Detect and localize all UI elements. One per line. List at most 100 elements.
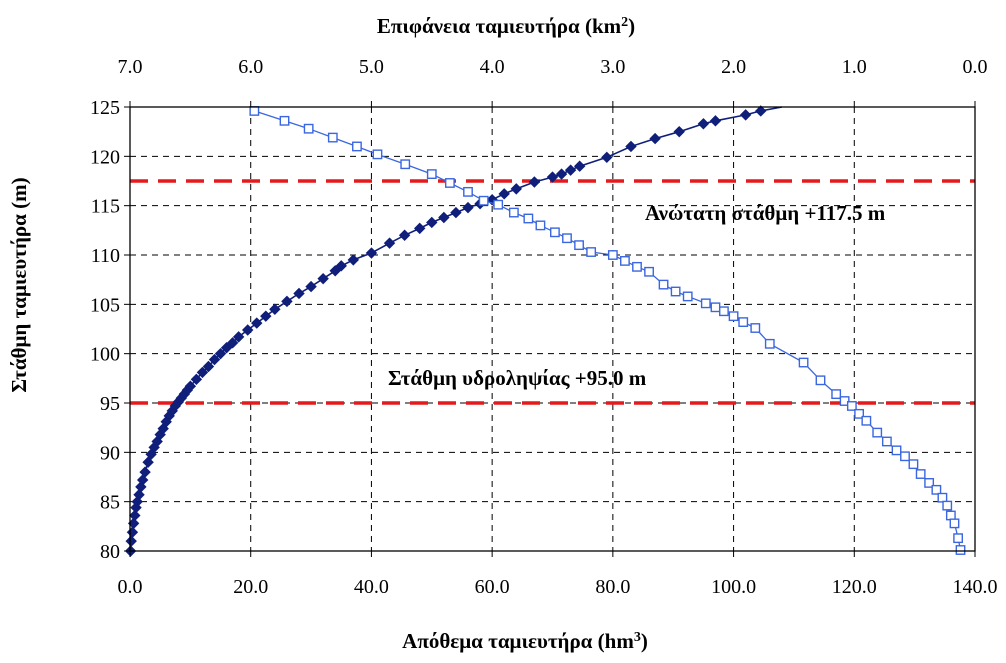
plot-area xyxy=(129,106,976,552)
top-tick-label: 0.0 xyxy=(963,56,988,78)
area-point xyxy=(463,186,473,197)
x-tick-label: 0.0 xyxy=(118,576,143,598)
area-point xyxy=(955,545,966,555)
top-tick-label: 4.0 xyxy=(480,56,505,78)
area-point xyxy=(891,445,902,456)
y-tick-label: 105 xyxy=(90,294,120,316)
area-point xyxy=(872,427,883,438)
x-tick-label: 40.0 xyxy=(354,576,389,598)
x-tick-label: 80.0 xyxy=(595,576,630,598)
area-point xyxy=(846,401,857,411)
storage-point xyxy=(573,160,586,172)
storage-point xyxy=(365,247,378,259)
area-point xyxy=(523,213,534,224)
y-tick-label: 110 xyxy=(91,245,120,267)
storage-point xyxy=(564,164,577,176)
area-point xyxy=(937,492,948,503)
storage-point xyxy=(414,222,426,235)
storage-point xyxy=(129,509,141,522)
storage-point xyxy=(125,535,137,547)
x-tick-label: 140.0 xyxy=(953,576,998,598)
storage-point xyxy=(293,287,305,300)
area-point xyxy=(493,199,504,210)
storage-point xyxy=(510,183,522,195)
area-point xyxy=(798,357,809,368)
storage-point xyxy=(251,317,263,329)
area-point xyxy=(586,247,597,257)
area-point xyxy=(249,106,260,116)
storage-point xyxy=(555,168,568,180)
area-point xyxy=(620,256,630,266)
area-point xyxy=(942,500,953,511)
y-tick-label: 115 xyxy=(91,196,120,218)
x-tick-label: 20.0 xyxy=(233,576,268,598)
area-point xyxy=(426,169,437,179)
storage-point xyxy=(528,176,541,188)
storage-point xyxy=(498,188,510,200)
storage-point xyxy=(226,337,239,349)
area-point xyxy=(719,306,729,317)
storage-point xyxy=(625,140,637,153)
grid-lines xyxy=(130,107,975,551)
storage-point xyxy=(202,360,215,373)
area-point xyxy=(478,195,489,206)
storage-point xyxy=(133,489,145,501)
area-point xyxy=(550,227,560,238)
top-tick-label: 3.0 xyxy=(600,56,625,78)
area-point xyxy=(738,317,749,327)
area-point xyxy=(632,261,642,272)
top-tick-label: 6.0 xyxy=(238,56,263,78)
y-tick-label: 125 xyxy=(90,97,120,119)
area-point xyxy=(352,141,362,152)
area-point xyxy=(764,338,775,349)
storage-series-line xyxy=(129,106,783,552)
storage-point xyxy=(462,201,474,214)
area-point xyxy=(949,518,960,529)
storage-point xyxy=(329,265,341,277)
area-point xyxy=(303,123,314,134)
y-tick-label: 90 xyxy=(100,442,120,464)
storage-point xyxy=(697,118,710,130)
area-point xyxy=(908,459,919,470)
top-axis-title: Επιφάνεια ταμιευτήρα (km2) xyxy=(377,14,635,38)
storage-point xyxy=(269,303,281,315)
storage-point xyxy=(739,109,752,121)
storage-point xyxy=(220,342,233,354)
storage-point xyxy=(649,132,661,145)
tick-labels: 0.0 20.0 40.0 60.0 80.0 100.0 120.0 140.0 7.0 6.0… xyxy=(90,56,998,598)
area-point xyxy=(854,408,865,419)
area-point xyxy=(945,510,956,521)
area-point xyxy=(670,286,681,297)
area-point xyxy=(574,240,584,251)
area-point xyxy=(839,396,850,406)
y-tick-label: 100 xyxy=(90,344,120,366)
storage-point xyxy=(347,254,360,266)
area-point xyxy=(815,375,826,386)
area-point xyxy=(279,115,290,126)
intake-level-annotation: Στάθμη υδροληψίας +95.0 m xyxy=(388,366,647,390)
area-point xyxy=(700,298,711,309)
storage-point xyxy=(673,125,685,138)
area-point xyxy=(658,279,669,290)
x-tick-label: 120.0 xyxy=(832,576,877,598)
area-point xyxy=(915,469,926,479)
area-point xyxy=(861,415,872,426)
top-tick-label: 5.0 xyxy=(359,56,384,78)
x-tick-label: 100.0 xyxy=(711,576,756,598)
storage-point xyxy=(208,353,221,366)
storage-point xyxy=(260,310,272,322)
area-point xyxy=(750,323,761,333)
storage-point xyxy=(709,115,722,127)
y-tick-label: 80 xyxy=(100,541,120,563)
storage-point xyxy=(426,216,438,229)
storage-point xyxy=(281,295,293,308)
y-tick-label: 85 xyxy=(100,492,120,514)
storage-point xyxy=(438,211,450,224)
storage-point xyxy=(317,272,329,285)
area-point xyxy=(931,484,942,495)
area-point xyxy=(327,132,338,143)
storage-point xyxy=(196,366,209,379)
storage-point xyxy=(546,171,559,183)
area-point xyxy=(831,389,842,400)
storage-point xyxy=(601,151,613,164)
